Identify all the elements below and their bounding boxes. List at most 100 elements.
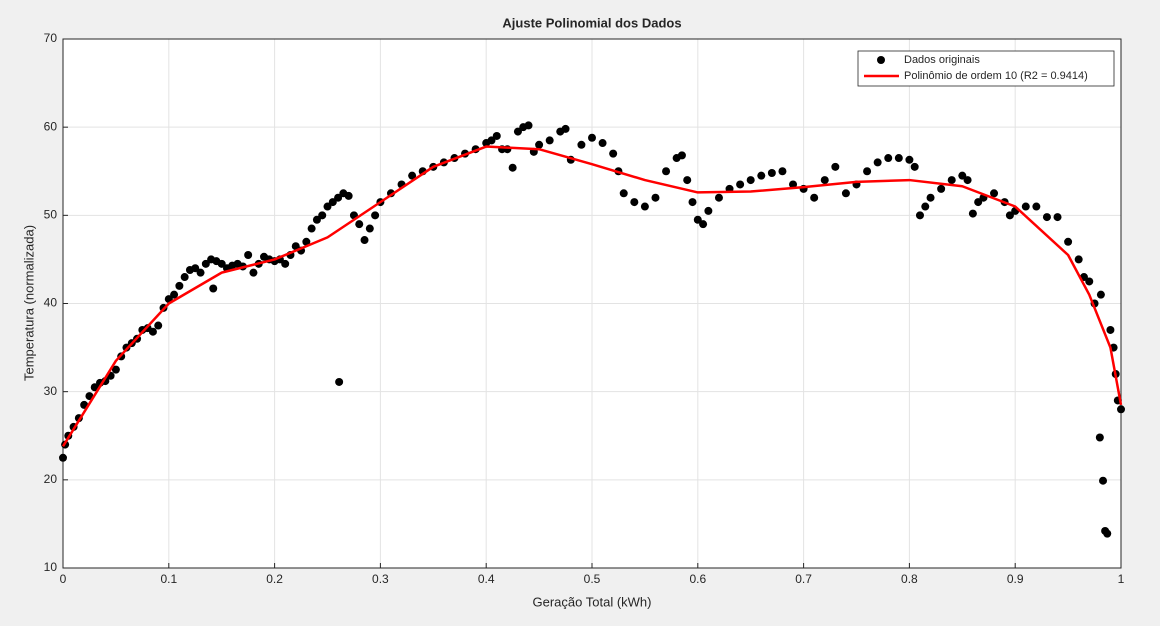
data-point (154, 321, 163, 330)
y-tick-label: 30 (44, 384, 58, 398)
data-point (683, 176, 692, 185)
data-point (524, 121, 533, 130)
y-tick-label: 40 (44, 296, 58, 310)
data-point (244, 251, 253, 260)
data-point (249, 268, 258, 277)
x-tick-label: 1 (1118, 572, 1125, 586)
legend-marker (877, 56, 885, 64)
data-point (577, 140, 586, 149)
data-point (598, 139, 607, 148)
legend-box (857, 50, 1115, 87)
chart-title: Ajuste Polinomial dos Dados (502, 15, 681, 30)
y-tick-label: 70 (44, 31, 58, 45)
data-point (1064, 237, 1073, 246)
data-point (926, 193, 935, 202)
data-point (111, 365, 120, 374)
data-point (693, 215, 702, 224)
data-point (1099, 476, 1108, 485)
data-point (170, 290, 179, 299)
legend-label: Dados originais (904, 54, 980, 66)
data-point (884, 154, 893, 163)
data-point (873, 158, 882, 167)
data-point (508, 163, 517, 172)
data-point (217, 259, 226, 268)
data-point (915, 211, 924, 220)
data-point (90, 383, 99, 392)
data-point (968, 209, 977, 218)
data-point (831, 162, 840, 171)
axes-box (62, 38, 1122, 569)
data-point (820, 176, 829, 185)
data-point (714, 193, 723, 202)
data-point (841, 189, 850, 198)
data-point (312, 215, 321, 224)
data-point (328, 198, 337, 207)
x-axis-label: Geração Total (kWh) (533, 594, 652, 609)
data-point (789, 180, 798, 189)
data-point (360, 236, 369, 245)
data-point (699, 220, 708, 229)
data-point (59, 453, 67, 462)
data-point (863, 167, 872, 176)
x-tick-label: 0 (60, 572, 67, 586)
x-tick-label: 0.6 (689, 572, 706, 586)
data-point (810, 193, 819, 202)
data-point (302, 237, 311, 246)
data-point (201, 259, 210, 268)
data-point (688, 198, 697, 207)
data-point (513, 127, 522, 136)
data-point (963, 176, 972, 185)
data-point (609, 149, 618, 158)
data-point (1005, 211, 1014, 220)
data-point (894, 154, 903, 163)
data-point (561, 124, 570, 133)
data-point (990, 189, 999, 198)
data-point (535, 140, 544, 149)
data-point (545, 136, 554, 145)
x-tick-label: 0.3 (372, 572, 389, 586)
y-tick-label: 60 (44, 119, 58, 133)
x-tick-label: 0.7 (795, 572, 812, 586)
data-point (281, 259, 290, 268)
data-point (307, 224, 316, 233)
data-point (677, 151, 686, 160)
data-point (974, 198, 983, 207)
data-point (355, 220, 364, 229)
data-point (905, 155, 914, 164)
data-point (757, 171, 766, 180)
data-point (746, 176, 755, 185)
data-point (619, 189, 628, 198)
x-tick-label: 0.2 (266, 572, 283, 586)
data-point (1103, 529, 1112, 538)
data-point (1095, 433, 1104, 442)
data-point (910, 162, 919, 171)
data-point (344, 191, 353, 200)
data-point (1117, 405, 1125, 414)
data-point (640, 202, 649, 211)
data-point (1106, 325, 1115, 334)
x-tick-label: 0.8 (901, 572, 918, 586)
data-point (1021, 202, 1030, 211)
data-point (180, 273, 189, 282)
data-point (1032, 202, 1041, 211)
data-point (191, 264, 200, 273)
data-point (921, 202, 930, 211)
x-tick-label: 0.5 (584, 572, 601, 586)
data-point (651, 193, 660, 202)
data-point (778, 167, 787, 176)
data-point (588, 133, 596, 142)
data-point (334, 193, 343, 202)
legend-label: Polinômio de ordem 10 (R2 = 0.9414) (904, 70, 1088, 82)
data-point (196, 268, 205, 277)
data-point (209, 284, 218, 293)
data-point (1096, 290, 1105, 299)
fit-line (61, 145, 1123, 447)
y-tick-label: 10 (44, 560, 58, 574)
x-tick-label: 0.1 (160, 572, 177, 586)
y-tick-label: 20 (44, 472, 58, 486)
data-point (365, 224, 374, 233)
data-point (937, 184, 946, 193)
data-point (1085, 277, 1094, 286)
data-point (704, 206, 713, 215)
